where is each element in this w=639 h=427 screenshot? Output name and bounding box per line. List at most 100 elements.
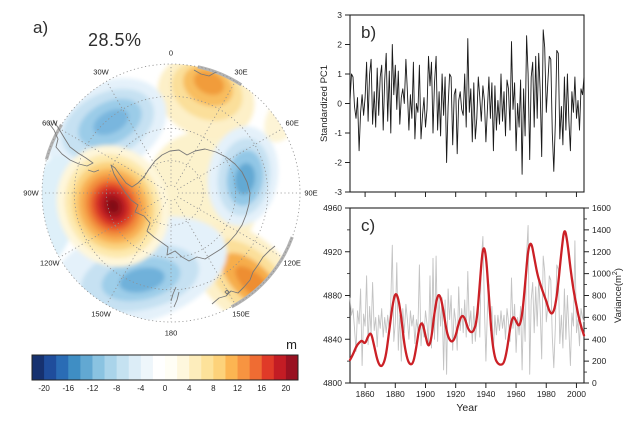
annual-height-line xyxy=(349,225,585,375)
colorbar-tick-label: 0 xyxy=(163,384,168,393)
latitude-circle xyxy=(138,160,204,226)
map-graticule xyxy=(41,63,301,323)
colorbar-cell xyxy=(189,355,202,380)
anomaly-blob xyxy=(107,200,119,212)
left-axis-tick-label: 4880 xyxy=(323,291,342,301)
panel-b-label: b) xyxy=(361,23,376,42)
colorbar-tick-label: -12 xyxy=(87,384,99,393)
right-axis-tick-label: 600 xyxy=(592,312,606,322)
colorbar-unit-label: m xyxy=(286,337,297,352)
colorbar-tick-label: 12 xyxy=(233,384,242,393)
colorbar-cell xyxy=(273,355,287,380)
latitude-circle xyxy=(73,95,269,291)
meridian-line xyxy=(59,128,166,190)
y-axis-tick-label: -1 xyxy=(334,128,342,138)
coastline-new-zealand xyxy=(170,286,180,308)
colorbar-cell xyxy=(44,355,57,380)
azimuth-label: 120E xyxy=(283,259,301,268)
colorbar-cell xyxy=(128,355,142,380)
right-axis-tick-label: 0 xyxy=(592,378,597,388)
right-axis-tick-label: 800 xyxy=(592,291,606,301)
meridian-line xyxy=(106,198,168,305)
colorbar-cell xyxy=(165,355,178,380)
meridian-line xyxy=(176,128,283,190)
colorbar-cell xyxy=(32,355,45,380)
left-axis-tick-label: 4920 xyxy=(323,247,342,257)
x-axis-title: Year xyxy=(456,402,478,414)
colorbar-cell xyxy=(80,355,93,380)
x-axis-tick-label: 1860 xyxy=(356,389,375,399)
meridian-line xyxy=(174,198,236,305)
colorbar-cell xyxy=(213,355,226,380)
y-axis-tick-label: 3 xyxy=(337,10,342,20)
azimuth-label: 90W xyxy=(23,189,39,198)
x-axis-tick-label: 1980 xyxy=(537,389,556,399)
azimuth-label: 150W xyxy=(91,310,112,319)
colorbar-cell xyxy=(140,355,154,380)
right-axis-title-text: ) xyxy=(613,268,624,271)
right-axis-tick-label: 1400 xyxy=(592,225,611,235)
colorbar-cell xyxy=(285,355,299,380)
azimuth-label: 30W xyxy=(93,67,109,76)
right-axis-tick-label: 400 xyxy=(592,334,606,344)
colorbar-cell xyxy=(104,355,118,380)
left-axis-tick-label: 4960 xyxy=(323,203,342,213)
anomaly-blob xyxy=(193,70,225,96)
colorbar-tick-label: 4 xyxy=(187,384,192,393)
azimuth-label: 60W xyxy=(42,119,58,128)
azimuth-label: 120W xyxy=(40,259,61,268)
y-axis-tick-label: 0 xyxy=(337,99,342,109)
pc1-line xyxy=(349,29,585,175)
right-axis-title-text: Variance(m xyxy=(613,275,624,323)
panel-c-variance-chart: 4800 4840 4880 4920 4960 0 200 400 600 800 1000 120… xyxy=(323,203,624,414)
y-axis-tick-label: 2 xyxy=(337,40,342,50)
left-axis-tick-label: 4840 xyxy=(323,334,342,344)
panel-a-label: a) xyxy=(33,18,48,37)
colorbar-cell xyxy=(261,355,275,380)
coastline-africa xyxy=(193,69,217,77)
azimuth-label: 180 xyxy=(165,329,178,338)
anomaly-blob xyxy=(119,267,165,293)
colorbar-tick-label: -8 xyxy=(113,384,121,393)
azimuth-label: 0 xyxy=(169,49,173,58)
variance-explained-label: 28.5% xyxy=(88,30,142,50)
colorbar-tick-label: 8 xyxy=(211,384,216,393)
colorbar-cell xyxy=(68,355,81,380)
coastline-antarctica xyxy=(110,148,251,262)
panel-c-label: c) xyxy=(361,216,375,235)
left-axis-tick-label: 4800 xyxy=(323,378,342,388)
colorbar-frame xyxy=(31,354,299,381)
panel-a-map: 0 30E 60E 90E 120E 150E 180 150W 120W 90W 60W 30W xyxy=(23,49,317,338)
coastline-australia xyxy=(211,245,276,305)
right-axis-tick-label: 1600 xyxy=(592,203,611,213)
coastline-south-america xyxy=(47,119,100,173)
anomaly-blob xyxy=(93,108,129,136)
y-axis-tick-label: -3 xyxy=(334,187,342,197)
colorbar-tick-label: -16 xyxy=(63,384,75,393)
y-axis-title: Standardized PC1 xyxy=(319,65,330,142)
meridian-line xyxy=(176,196,283,258)
panel-b-pc1-chart: 3 2 1 0 -1 -2 -3 Standardized PC1 xyxy=(319,10,585,197)
colorbar-tick-label: 20 xyxy=(281,384,290,393)
coastline-tasmania xyxy=(224,289,230,295)
right-axis-title-superscript: 2 xyxy=(612,271,619,275)
meridian-line xyxy=(59,196,166,258)
colorbar-cell xyxy=(201,355,214,380)
colorbar-cell xyxy=(116,355,130,380)
colorbar-tick-label: 16 xyxy=(257,384,266,393)
x-axis-tick-label: 2000 xyxy=(567,389,586,399)
x-axis-tick-label: 1880 xyxy=(386,389,405,399)
colorbar: -20 -16 -12 -8 -4 0 4 8 12 16 20 m xyxy=(31,337,299,393)
colorbar-cell xyxy=(56,355,69,380)
x-axis-tick-label: 1940 xyxy=(476,389,495,399)
right-axis-tick-label: 200 xyxy=(592,356,606,366)
colorbar-cell xyxy=(92,355,105,380)
colorbar-cell xyxy=(177,355,190,380)
colorbar-cell xyxy=(249,355,263,380)
map-coastlines xyxy=(47,69,276,308)
x-axis-tick-label: 1960 xyxy=(507,389,526,399)
x-axis-tick-label: 1920 xyxy=(446,389,465,399)
variance-smooth-line xyxy=(348,230,586,368)
